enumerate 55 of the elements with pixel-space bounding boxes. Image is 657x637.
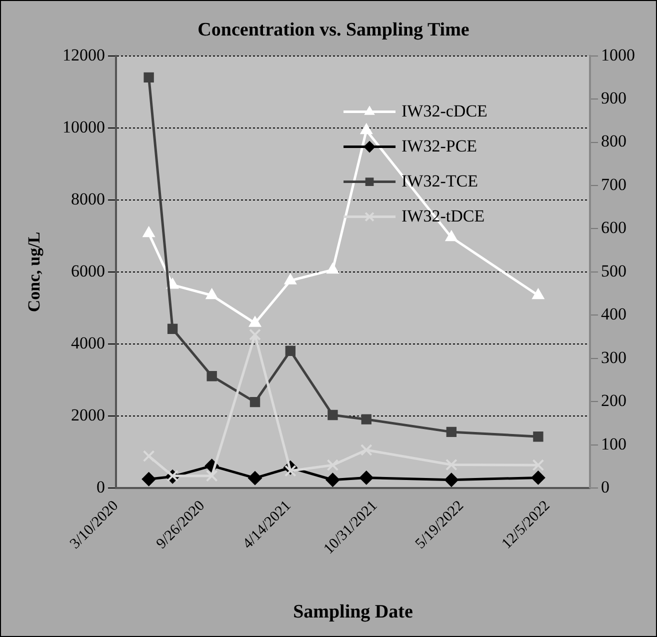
- y2-tick-label: 600: [601, 218, 626, 238]
- x-axis-title: Sampling Date: [293, 602, 413, 623]
- y-tick-label: 6000: [71, 261, 105, 280]
- y2-tick-label: 900: [601, 88, 626, 108]
- point: [531, 470, 546, 485]
- point: [206, 288, 218, 300]
- point: [142, 226, 155, 238]
- point: [444, 472, 458, 487]
- point: [533, 432, 544, 442]
- point: [206, 371, 217, 382]
- point: [445, 458, 458, 471]
- legend-label: IW32-PCE: [402, 136, 478, 156]
- point: [248, 471, 262, 486]
- y2-tick-label: 1000: [601, 45, 635, 64]
- y2-tick-label: 200: [601, 391, 626, 410]
- point: [532, 459, 544, 472]
- point: [250, 396, 260, 408]
- y-tick-label: 12000: [62, 45, 105, 64]
- y2-tick-label: 400: [601, 304, 626, 324]
- y-tick-label: 4000: [71, 334, 105, 353]
- point: [326, 262, 339, 274]
- point: [532, 288, 544, 300]
- point: [142, 450, 155, 462]
- point: [249, 328, 261, 341]
- y2-tick-label: 500: [601, 261, 626, 280]
- point: [328, 410, 338, 420]
- y2-tick-label: 700: [601, 174, 626, 194]
- y-tick-label: 8000: [71, 189, 105, 208]
- point: [284, 464, 296, 477]
- y-tick-label: 0: [96, 478, 105, 497]
- legend-label: IW32-TCE: [402, 171, 478, 190]
- point: [284, 274, 297, 284]
- point: [142, 472, 156, 486]
- point: [285, 346, 296, 356]
- point: [360, 123, 373, 134]
- point: [167, 324, 178, 334]
- y-tick-label: 2000: [71, 406, 105, 425]
- legend-label: IW32-cDCE: [402, 101, 488, 120]
- point: [445, 230, 458, 242]
- y2-tick-label: 0: [601, 478, 610, 497]
- y2-tick-label: 300: [601, 348, 626, 367]
- y-axis-title: Conc, ug/L: [24, 232, 44, 312]
- legend-label: IW32-tDCE: [402, 206, 485, 226]
- y2-tick-label: 800: [601, 132, 626, 151]
- y2-tick-label: 100: [601, 434, 626, 454]
- point: [326, 459, 339, 472]
- point: [360, 444, 372, 456]
- point: [446, 426, 457, 438]
- chart-title: Concentration vs. Sampling Time: [198, 19, 470, 40]
- point: [326, 472, 340, 487]
- point: [206, 470, 218, 482]
- point: [248, 316, 262, 327]
- y-tick-label: 10000: [62, 117, 105, 136]
- point: [361, 414, 372, 424]
- point: [359, 470, 374, 485]
